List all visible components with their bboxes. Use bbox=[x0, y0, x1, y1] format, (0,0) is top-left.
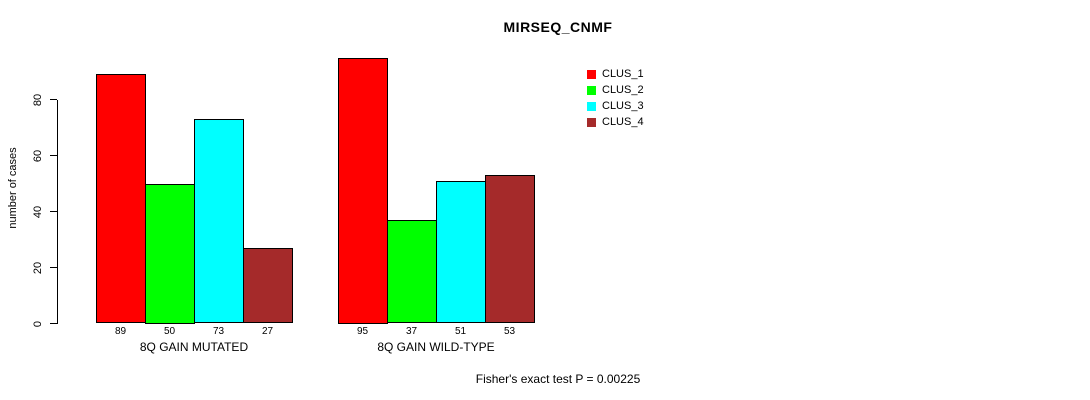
legend-label: CLUS_4 bbox=[602, 116, 644, 128]
bar-value-label: 27 bbox=[261, 325, 274, 337]
legend-label: CLUS_2 bbox=[602, 84, 644, 96]
y-tick-mark bbox=[50, 155, 57, 156]
legend-swatch-icon bbox=[587, 101, 596, 111]
legend: CLUS_1 CLUS_2 CLUS_3 CLUS_4 bbox=[587, 66, 644, 130]
bar-clus_2 bbox=[145, 183, 195, 324]
legend-swatch-icon bbox=[587, 69, 596, 79]
legend-row: CLUS_1 bbox=[587, 66, 644, 82]
bar-value-label: 73 bbox=[212, 325, 225, 337]
bar-clus_4 bbox=[243, 247, 293, 324]
legend-label: CLUS_1 bbox=[602, 68, 644, 80]
y-tick-mark bbox=[50, 211, 57, 212]
legend-swatch-icon bbox=[587, 117, 596, 127]
bar-value-label: 37 bbox=[405, 325, 418, 337]
bar-value-label: 89 bbox=[114, 325, 127, 337]
bar-value-label: 53 bbox=[503, 325, 516, 337]
bar-value-label: 95 bbox=[356, 325, 369, 337]
legend-row: CLUS_2 bbox=[587, 82, 644, 98]
bar-value-label: 50 bbox=[163, 325, 176, 337]
fisher-test-annotation: Fisher's exact test P = 0.00225 bbox=[475, 372, 641, 386]
bar-clus_3 bbox=[194, 119, 244, 324]
legend-swatch-icon bbox=[587, 85, 596, 95]
group-label: 8Q GAIN WILD-TYPE bbox=[377, 340, 495, 354]
chart-title: MIRSEQ_CNMF bbox=[503, 19, 613, 35]
bar-clus_1 bbox=[96, 74, 146, 324]
y-tick-mark bbox=[50, 323, 57, 324]
legend-label: CLUS_3 bbox=[602, 100, 644, 112]
y-axis-line bbox=[57, 99, 58, 324]
bar-clus_3 bbox=[436, 180, 486, 324]
bar-value-label: 51 bbox=[454, 325, 467, 337]
bar-clus_4 bbox=[485, 175, 535, 324]
bar-clus_1 bbox=[338, 57, 388, 324]
legend-row: CLUS_4 bbox=[587, 114, 644, 130]
y-tick-mark bbox=[50, 99, 57, 100]
y-tick-mark bbox=[50, 267, 57, 268]
group-label: 8Q GAIN MUTATED bbox=[139, 340, 249, 354]
legend-row: CLUS_3 bbox=[587, 98, 644, 114]
